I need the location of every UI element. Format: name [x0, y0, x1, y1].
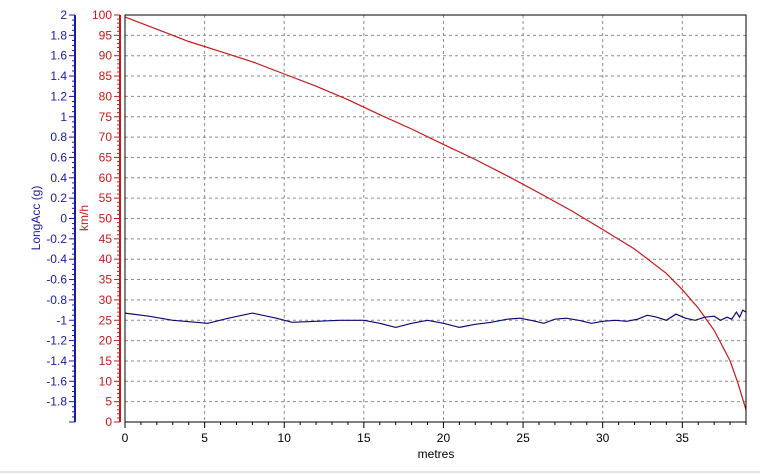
- x-tick-label: 10: [278, 431, 292, 445]
- left-tick-label: -0.2: [46, 232, 67, 246]
- left-tick-label: 0.8: [50, 130, 67, 144]
- left-tick-label: -1.2: [46, 334, 67, 348]
- left-tick-label: -1.8: [46, 395, 67, 409]
- right-tick-label: 45: [99, 232, 113, 246]
- left-tick-label: 1.8: [50, 28, 67, 42]
- left-axis-label: LongAcc (g): [29, 186, 43, 251]
- left-tick-label: 2: [60, 8, 67, 22]
- x-axis-ticks: 0 5 10 15 20 25 30 35: [122, 422, 747, 445]
- x-axis-label: metres: [418, 447, 455, 461]
- right-tick-label: 5: [105, 395, 112, 409]
- left-tick-label: 0.6: [50, 150, 67, 164]
- right-tick-label: 10: [99, 374, 113, 388]
- left-tick-label: 1.6: [50, 49, 67, 63]
- left-tick-label: 0.4: [50, 171, 67, 185]
- x-tick-label: 20: [437, 431, 451, 445]
- right-tick-label: 95: [99, 28, 113, 42]
- left-tick-label: -0.6: [46, 273, 67, 287]
- right-tick-label: 60: [99, 171, 113, 185]
- right-tick-label: 35: [99, 273, 113, 287]
- right-tick-label: 25: [99, 313, 113, 327]
- right-tick-label: 80: [99, 89, 113, 103]
- left-tick-label: 1.4: [50, 69, 67, 83]
- right-tick-label: 65: [99, 150, 113, 164]
- left-tick-label: 0: [60, 212, 67, 226]
- x-tick-label: 15: [357, 431, 371, 445]
- series-group: [124, 16, 747, 410]
- right-tick-label: 100: [92, 8, 112, 22]
- left-tick-label: 1.2: [50, 89, 67, 103]
- x-tick-label: 5: [201, 431, 208, 445]
- right-tick-label: 0: [105, 415, 112, 429]
- right-tick-label: 70: [99, 130, 113, 144]
- right-axis-label: km/h: [77, 205, 91, 231]
- left-tick-label: -1.6: [46, 374, 67, 388]
- speed-series-line: [124, 16, 747, 410]
- left-tick-label: 1: [60, 110, 67, 124]
- left-axis-ticks: 2 1.8 1.6 1.4 1.2 1 0.8 0.6 0.4 0.2 0 -0.2 -0.4 -0.6 -…: [46, 8, 76, 423]
- right-tick-label: 50: [99, 212, 113, 226]
- gridlines: [125, 15, 746, 422]
- left-tick-label: -0.8: [46, 293, 67, 307]
- left-tick-label: 0.2: [50, 191, 67, 205]
- right-tick-label: 40: [99, 252, 113, 266]
- right-axis-ticks: 1009590858075706560555045403530252015105…: [92, 8, 121, 429]
- x-tick-label: 0: [122, 431, 129, 445]
- left-tick-label: -1: [56, 313, 67, 327]
- right-tick-label: 90: [99, 49, 113, 63]
- right-tick-label: 55: [99, 191, 113, 205]
- plot-frame: [124, 14, 747, 423]
- longacc-series-line: [124, 309, 747, 329]
- left-tick-label: -1.4: [46, 354, 67, 368]
- right-tick-label: 75: [99, 110, 113, 124]
- x-tick-label: 30: [596, 431, 610, 445]
- right-tick-label: 15: [99, 354, 113, 368]
- left-tick-label: -0.4: [46, 252, 67, 266]
- x-tick-label: 25: [516, 431, 530, 445]
- right-tick-label: 20: [99, 334, 113, 348]
- right-tick-label: 30: [99, 293, 113, 307]
- x-tick-label: 35: [676, 431, 690, 445]
- right-tick-label: 85: [99, 69, 113, 83]
